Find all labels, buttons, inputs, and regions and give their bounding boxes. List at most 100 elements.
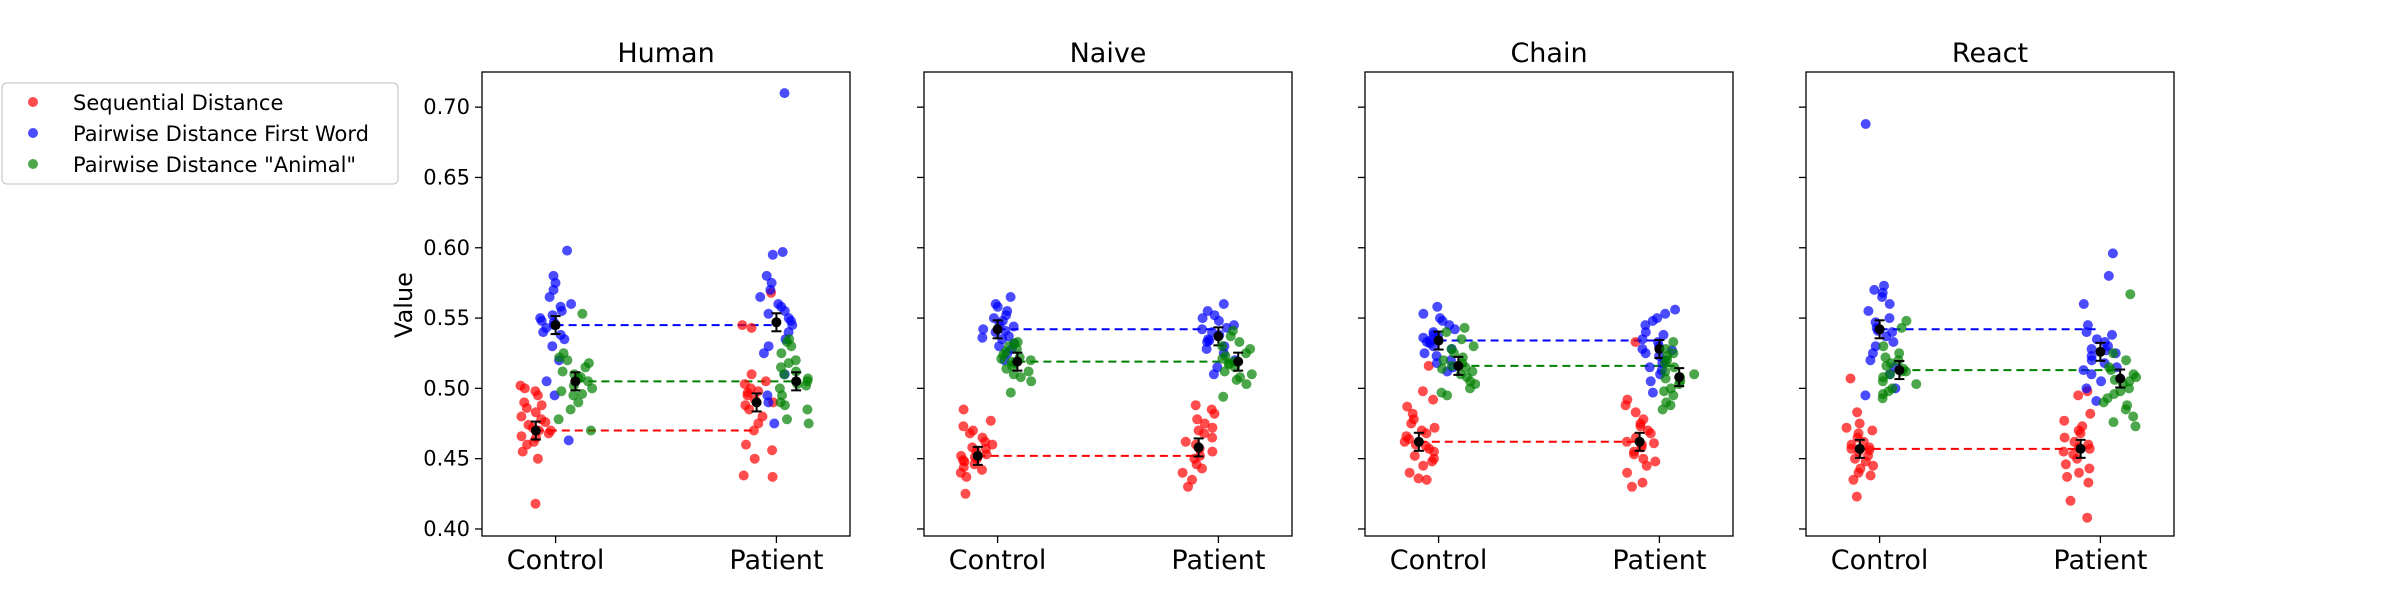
data-point <box>1212 362 1223 373</box>
data-point <box>1429 422 1440 433</box>
data-point <box>515 380 526 391</box>
data-point <box>1008 321 1019 332</box>
data-point <box>1884 313 1895 324</box>
data-point <box>1621 436 1632 447</box>
data-point <box>1894 348 1905 359</box>
mean-marker <box>771 317 782 328</box>
data-point <box>757 411 768 422</box>
data-point <box>1404 467 1415 478</box>
data-point <box>739 379 750 390</box>
legend-label: Pairwise Distance First Word <box>73 122 369 146</box>
legend-marker <box>28 97 38 107</box>
data-point <box>555 329 566 340</box>
data-point <box>2082 512 2093 523</box>
data-point <box>977 332 988 343</box>
data-point <box>801 380 812 391</box>
y-tick-label: 0.70 <box>423 95 470 119</box>
mean-marker <box>1193 442 1204 453</box>
data-point <box>1246 369 1257 380</box>
data-point <box>556 386 567 397</box>
data-point <box>2091 334 2102 345</box>
data-point <box>2085 408 2096 419</box>
data-point <box>746 369 757 380</box>
data-point <box>755 292 766 302</box>
data-point <box>2082 320 2093 331</box>
data-point <box>1413 473 1424 484</box>
data-point <box>758 348 769 359</box>
data-point <box>1854 418 1865 429</box>
data-point <box>1649 438 1659 449</box>
panel-human: Human 0.40 0.45 0.50 0.55 0.60 0.65 0.70 Control… <box>423 38 851 576</box>
data-point <box>1207 432 1218 443</box>
mean-marker <box>1413 436 1424 447</box>
data-point <box>1180 436 1191 447</box>
data-point <box>1867 425 1878 436</box>
data-point <box>1217 341 1228 352</box>
data-point <box>776 348 787 359</box>
data-point <box>1241 379 1252 390</box>
data-point <box>1429 453 1439 464</box>
data-point <box>1660 308 1671 319</box>
y-axis-label: Value <box>390 272 418 338</box>
data-point <box>1025 355 1036 366</box>
data-point <box>2059 415 2070 426</box>
data-point <box>738 470 749 481</box>
data-point <box>1637 344 1648 354</box>
data-point <box>548 270 559 281</box>
data-point <box>1441 327 1452 338</box>
data-point <box>1845 373 1856 384</box>
x-tick-label: Patient <box>1171 545 1265 576</box>
mean-marker <box>1012 356 1023 367</box>
data-point <box>1023 366 1034 377</box>
data-point <box>767 445 778 456</box>
mean-marker <box>1894 365 1905 376</box>
data-point <box>2059 432 2070 443</box>
data-point <box>737 320 748 331</box>
data-point <box>749 453 760 464</box>
data-point <box>1218 391 1229 402</box>
data-point <box>763 341 774 352</box>
legend-box <box>1 82 399 185</box>
x-tick-label: Patient <box>2053 545 2147 576</box>
data-point <box>562 245 573 256</box>
data-point <box>746 322 757 333</box>
data-point <box>2130 421 2141 432</box>
data-point <box>1207 422 1218 433</box>
data-point <box>577 389 588 399</box>
data-point <box>1650 456 1661 467</box>
data-point <box>2078 365 2089 376</box>
data-point <box>557 366 568 377</box>
data-point <box>1645 376 1656 387</box>
data-point <box>547 341 558 352</box>
data-point <box>774 383 785 394</box>
data-point <box>1008 369 1019 380</box>
data-point <box>1855 463 1866 474</box>
data-point <box>1005 387 1016 398</box>
data-point <box>1647 387 1658 398</box>
data-point <box>782 414 792 425</box>
data-point <box>1851 491 1862 502</box>
data-point <box>1428 394 1439 405</box>
data-point <box>1869 284 1880 295</box>
data-point <box>2081 383 2092 394</box>
y-tick-label: 0.55 <box>423 306 470 330</box>
panel-title: Chain <box>1510 38 1587 69</box>
panel-title: Naive <box>1070 38 1147 69</box>
data-point <box>1204 335 1215 346</box>
data-point <box>1841 422 1852 433</box>
mean-marker <box>751 397 762 408</box>
data-point <box>1187 474 1197 485</box>
data-point <box>566 299 577 309</box>
data-point <box>1436 387 1447 398</box>
data-point <box>2086 351 2097 361</box>
x-tick-label: Control <box>949 545 1047 576</box>
data-point <box>2091 396 2102 406</box>
data-point <box>1197 313 1208 324</box>
data-point <box>1668 337 1679 347</box>
data-point <box>2058 446 2069 457</box>
data-point <box>1863 306 1874 316</box>
data-point <box>776 362 786 373</box>
data-point <box>1887 327 1898 338</box>
data-point <box>1642 425 1653 436</box>
data-point <box>2083 477 2094 488</box>
